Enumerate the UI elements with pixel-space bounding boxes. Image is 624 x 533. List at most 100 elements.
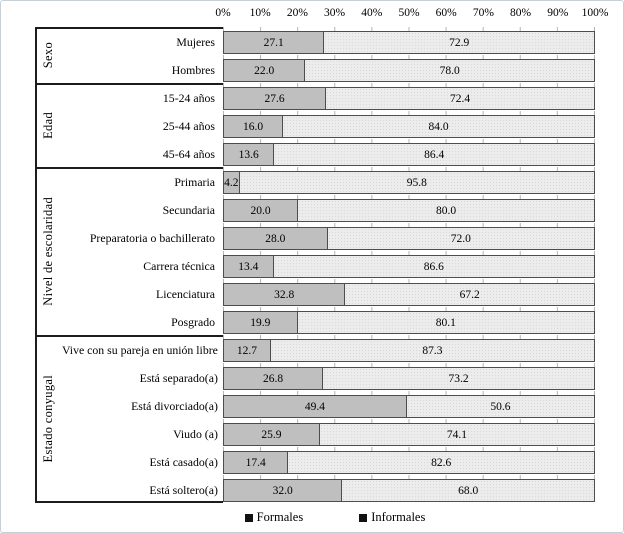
- group-label-strip: Sexo: [35, 27, 62, 83]
- segment-informales: 95.8: [239, 172, 594, 193]
- value-label-formales: 28.0: [265, 232, 286, 245]
- value-label-informales: 73.2: [448, 372, 469, 385]
- legend-item-informales: Informales: [359, 510, 425, 525]
- legend: Formales Informales: [35, 503, 595, 532]
- category-label: 45-64 años: [162, 147, 215, 161]
- legend-square-icon: [244, 513, 253, 522]
- value-label-informales: 67.2: [459, 288, 480, 301]
- bar-row: 49.4 50.6: [223, 391, 595, 419]
- segment-informales: 74.1: [319, 424, 594, 445]
- group-label-column: Sexo Mujeres Hombres: [35, 27, 223, 83]
- segment-formales: 28.0: [224, 228, 328, 249]
- group-label-column: Nivel de escolaridad Primaria Secundaria Pr…: [35, 167, 223, 335]
- stacked-bar: 49.4 50.6: [223, 395, 595, 418]
- stacked-bar: 13.6 86.4: [223, 143, 595, 166]
- stacked-bar: 17.4 82.6: [223, 451, 595, 474]
- value-label-formales: 32.8: [274, 288, 295, 301]
- group-label-strip: Nivel de escolaridad: [35, 167, 62, 335]
- group-label-column: Estado conyugal Vive con su pareja en uni…: [35, 335, 223, 503]
- value-label-formales: 19.9: [250, 316, 271, 329]
- stacked-bar: 27.1 72.9: [223, 31, 595, 54]
- group-edad: Edad 15-24 años 25-44 años 45-64 años 27.6 72…: [35, 83, 595, 167]
- value-label-informales: 80.1: [435, 316, 456, 329]
- gridline-ticks: [223, 251, 595, 255]
- gridline-ticks: [223, 475, 595, 479]
- segment-informales: 73.2: [323, 368, 594, 389]
- segment-formales: 27.1: [224, 32, 325, 53]
- axis-tick-label: 10%: [249, 7, 271, 19]
- value-label-informales: 87.3: [422, 344, 443, 357]
- category-labels: Primaria Secundaria Preparatoria o bachill…: [62, 167, 223, 335]
- axis-tick-label: 90%: [547, 7, 569, 19]
- segment-informales: 72.4: [326, 88, 594, 109]
- segment-formales: 16.0: [224, 116, 284, 137]
- segment-formales: 32.8: [224, 284, 346, 305]
- gridline-ticks: [223, 279, 595, 283]
- group-label: Nivel de escolaridad: [41, 196, 55, 306]
- axis-tick-label: 20%: [286, 7, 308, 19]
- value-label-informales: 86.6: [423, 260, 444, 273]
- segment-informales: 67.2: [345, 284, 594, 305]
- segment-formales: 20.0: [224, 200, 298, 221]
- value-label-informales: 50.6: [490, 400, 511, 413]
- value-label-formales: 49.4: [304, 400, 325, 413]
- gridline-ticks: [223, 139, 595, 143]
- value-label-informales: 80.0: [435, 204, 457, 217]
- group-estado-conyugal: Estado conyugal Vive con su pareja en uni…: [35, 335, 595, 503]
- legend-item-formales: Formales: [244, 510, 304, 525]
- bar-row: 28.0 72.0: [223, 223, 595, 251]
- value-label-formales: 17.4: [245, 456, 266, 469]
- category-label: Primaria: [174, 175, 215, 189]
- value-label-informales: 72.9: [449, 36, 470, 49]
- category-label: Está casado(a): [149, 455, 218, 469]
- category-label: Mujeres: [176, 35, 215, 49]
- segment-formales: 26.8: [224, 368, 324, 389]
- category-label: 15-24 años: [162, 91, 215, 105]
- category-label: Posgrado: [171, 315, 215, 329]
- group-nivel-de-escolaridad: Nivel de escolaridad Primaria Secundaria Pr…: [35, 167, 595, 335]
- value-label-formales: 25.9: [261, 428, 282, 441]
- category-label: Licenciatura: [156, 287, 215, 301]
- segment-formales: 25.9: [224, 424, 320, 445]
- value-label-informales: 74.1: [446, 428, 467, 441]
- segment-informales: 86.4: [274, 144, 594, 165]
- stacked-bar: 32.8 67.2: [223, 283, 595, 306]
- gridline-ticks: [223, 167, 595, 171]
- category-label: 25-44 años: [162, 119, 215, 133]
- value-label-informales: 72.4: [449, 92, 471, 105]
- segment-informales: 87.3: [270, 340, 594, 361]
- segment-informales: 50.6: [406, 396, 594, 417]
- value-label-formales: 27.6: [264, 92, 285, 105]
- axis-tick-label: 40%: [361, 7, 383, 19]
- stacked-bar: 12.7 87.3: [223, 339, 595, 362]
- stacked-bar: 32.0 68.0: [223, 479, 595, 502]
- stacked-bar: 20.0 80.0: [223, 199, 595, 222]
- value-label-informales: 95.8: [406, 176, 427, 189]
- group-label: Estado conyugal: [41, 375, 55, 463]
- value-label-informales: 72.0: [450, 232, 471, 245]
- axis-tick-label: 100%: [581, 7, 609, 19]
- bar-row: 12.7 87.3: [223, 335, 595, 363]
- gridline-ticks: [223, 363, 595, 367]
- gridline-ticks: [223, 391, 595, 395]
- bar-row: 32.0 68.0: [223, 475, 595, 503]
- group-sexo: Sexo Mujeres Hombres 27.1 72.9 22.0 78.0: [35, 27, 595, 83]
- stacked-bar: 19.9 80.1: [223, 311, 595, 334]
- axis-tick-label: 70%: [472, 7, 494, 19]
- segment-formales: 4.2: [224, 172, 240, 193]
- value-label-formales: 13.4: [238, 260, 259, 273]
- legend-label: Formales: [256, 510, 304, 524]
- segment-informales: 72.0: [327, 228, 594, 249]
- bar-column: 4.2 95.8 20.0 80.0 28.0 72.0 13.4 86.6 32.8 67.2 1…: [223, 167, 595, 335]
- gridline-ticks: [223, 307, 595, 311]
- value-label-informales: 84.0: [428, 120, 449, 133]
- value-label-informales: 78.0: [439, 64, 460, 77]
- gridline-ticks: [223, 223, 595, 227]
- legend-square-icon: [359, 513, 368, 522]
- gridline-ticks: [223, 335, 595, 339]
- segment-informales: 80.0: [298, 200, 594, 221]
- gridline-ticks: [223, 195, 595, 199]
- segment-informales: 82.6: [288, 452, 594, 473]
- bar-row: 32.8 67.2: [223, 279, 595, 307]
